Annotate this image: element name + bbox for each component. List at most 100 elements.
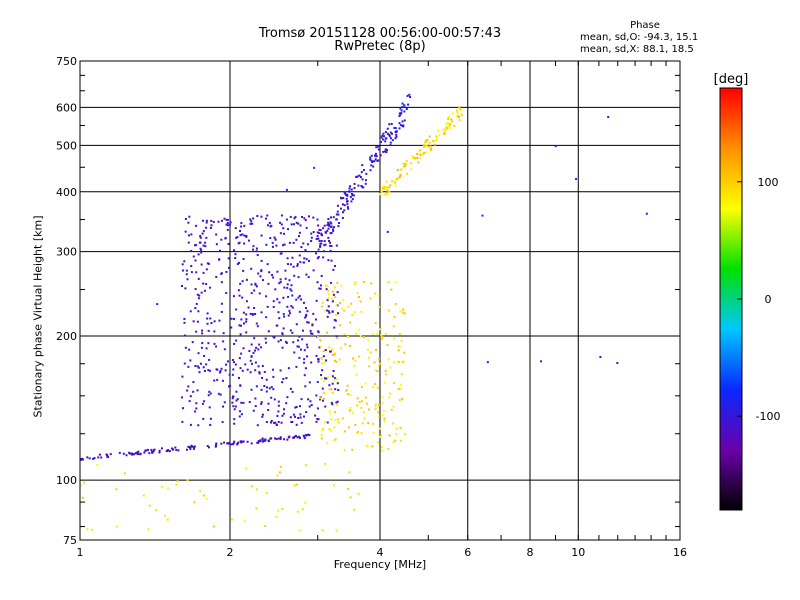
data-point: [326, 315, 329, 318]
data-point: [331, 382, 334, 385]
data-point: [344, 192, 347, 195]
data-point: [371, 333, 374, 336]
data-point: [337, 421, 340, 424]
data-point: [395, 433, 398, 436]
data-point: [382, 132, 385, 135]
data-point: [406, 94, 409, 97]
data-point: [292, 436, 295, 439]
data-point: [253, 289, 256, 292]
data-point: [319, 345, 322, 348]
data-point: [273, 398, 276, 401]
data-point: [266, 224, 269, 227]
data-point: [447, 125, 450, 128]
data-point: [280, 223, 283, 226]
data-point: [360, 432, 363, 435]
data-point: [277, 420, 280, 423]
data-point: [367, 356, 370, 359]
data-point: [372, 422, 375, 425]
data-point: [315, 237, 318, 240]
data-point: [360, 386, 363, 389]
data-point: [390, 288, 393, 291]
data-point: [443, 133, 446, 136]
data-point: [175, 449, 178, 452]
data-point: [143, 451, 146, 454]
data-point: [347, 487, 350, 490]
data-point: [333, 426, 336, 429]
data-point: [260, 270, 263, 273]
data-point: [327, 292, 330, 295]
data-point: [310, 232, 313, 235]
data-point: [288, 435, 291, 438]
data-point: [226, 442, 229, 445]
data-point: [231, 358, 234, 361]
data-point: [240, 222, 243, 225]
data-point: [184, 287, 187, 290]
data-point: [352, 194, 355, 197]
data-point: [424, 141, 427, 144]
data-point: [442, 128, 445, 131]
data-point: [201, 342, 204, 345]
data-point: [317, 418, 320, 421]
data-point: [200, 263, 203, 266]
data-point: [390, 122, 393, 125]
phase-stats-o: mean, sd,O: -94.3, 15.1: [580, 32, 699, 43]
data-point: [250, 220, 253, 223]
data-point: [195, 271, 198, 274]
data-point: [327, 218, 330, 221]
data-point: [286, 396, 289, 399]
data-point: [376, 159, 379, 162]
data-point: [398, 399, 401, 402]
data-point: [326, 442, 329, 445]
data-point: [381, 335, 384, 338]
data-point: [326, 284, 329, 287]
data-point: [238, 415, 241, 418]
data-point: [243, 519, 246, 522]
data-point: [261, 437, 264, 440]
data-point: [275, 423, 278, 426]
data-point: [273, 236, 276, 239]
data-point: [255, 285, 258, 288]
data-point: [183, 321, 186, 324]
data-point: [401, 102, 404, 105]
data-point: [387, 309, 390, 312]
data-point: [392, 382, 395, 385]
data-point: [116, 525, 119, 528]
data-point: [447, 118, 450, 121]
data-point: [335, 360, 338, 363]
data-point: [330, 388, 333, 391]
data-point: [317, 248, 320, 251]
data-point: [399, 174, 402, 177]
data-point: [393, 315, 396, 318]
data-point: [316, 257, 319, 260]
data-point: [416, 156, 419, 159]
data-point: [344, 389, 347, 392]
chart-subtitle: RwPretec (8p): [334, 39, 426, 54]
data-point: [323, 380, 326, 383]
data-point: [242, 401, 245, 404]
data-point: [387, 358, 390, 361]
data-point: [229, 384, 232, 387]
y-tick-label: 750: [56, 55, 77, 68]
data-point: [449, 123, 452, 126]
data-point: [196, 389, 199, 392]
data-point: [425, 139, 428, 142]
data-point: [381, 396, 384, 399]
data-point: [368, 365, 371, 368]
data-point: [351, 314, 354, 317]
data-point: [317, 358, 320, 361]
data-point: [291, 256, 294, 259]
data-point: [158, 449, 161, 452]
data-point: [241, 280, 244, 283]
data-point: [135, 452, 138, 455]
data-point: [400, 112, 403, 115]
data-point: [272, 388, 275, 391]
data-point: [236, 263, 239, 266]
data-point: [407, 103, 410, 106]
y-tick-label: 100: [56, 474, 77, 487]
data-point: [184, 346, 187, 349]
x-tick-label: 6: [464, 546, 471, 559]
data-point: [451, 112, 454, 115]
data-point: [301, 216, 304, 219]
data-point: [305, 273, 308, 276]
data-point: [196, 320, 199, 323]
